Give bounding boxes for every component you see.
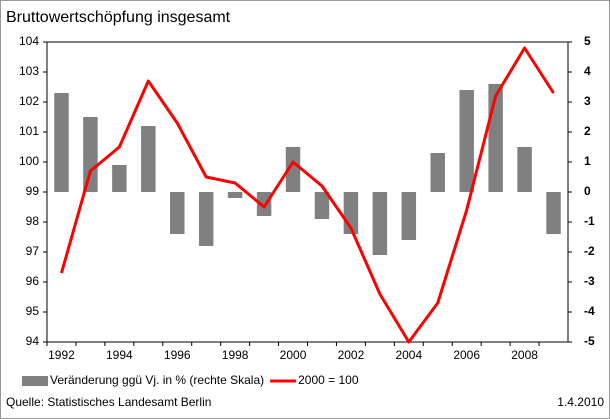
y-tick-label: 103: [19, 64, 39, 78]
y-tick-label: 98: [26, 214, 40, 228]
x-tick-label: 2004: [395, 348, 422, 362]
bar: [112, 165, 127, 192]
bar: [227, 192, 243, 198]
bar: [83, 117, 98, 192]
y2-tick-label: 1: [584, 154, 591, 168]
legend-label: 2000 = 100: [298, 373, 359, 387]
y2-tick-label: 4: [584, 64, 591, 78]
chart-title: Bruttowertschöpfung insgesamt: [6, 9, 231, 26]
bar: [546, 192, 561, 234]
x-tick-label: 1998: [222, 348, 249, 362]
bar: [285, 147, 301, 192]
x-tick-label: 2002: [338, 348, 365, 362]
bar: [170, 192, 185, 234]
bar: [54, 93, 69, 192]
y2-tick-label: 5: [584, 34, 591, 48]
bar: [314, 192, 330, 219]
bar: [517, 147, 532, 192]
x-tick-label: 1996: [164, 348, 191, 362]
y2-tick-label: 3: [584, 94, 591, 108]
y2-tick-label: 2: [584, 124, 591, 138]
legend-swatch: [22, 376, 48, 386]
y-tick-label: 99: [26, 184, 40, 198]
y-tick-label: 96: [26, 274, 40, 288]
y2-tick-label: -3: [584, 274, 595, 288]
bar: [141, 126, 156, 192]
line: [60, 46, 555, 344]
y-tick-label: 100: [19, 154, 39, 168]
legend-label: Veränderung ggü Vj. in % (rechte Skala): [50, 373, 264, 387]
y-tick-label: 97: [26, 244, 40, 258]
y2-tick-label: 0: [584, 184, 591, 198]
y-tick-label: 102: [19, 94, 39, 108]
y-tick-label: 104: [19, 34, 39, 48]
y-tick-label: 94: [26, 334, 40, 348]
y2-tick-label: -4: [584, 304, 595, 318]
bar: [459, 90, 474, 192]
bar: [372, 192, 388, 255]
x-tick-label: 1992: [48, 348, 75, 362]
x-tick-label: 2008: [511, 348, 538, 362]
bar: [198, 192, 214, 246]
bar: [401, 192, 417, 240]
bar: [430, 153, 445, 192]
x-tick-label: 2000: [280, 348, 307, 362]
x-tick-label: 2006: [453, 348, 480, 362]
date: 1.4.2010: [557, 395, 604, 409]
source: Quelle: Statistisches Landesamt Berlin: [6, 395, 211, 409]
y2-tick-label: -2: [584, 244, 595, 258]
y-tick-label: 101: [19, 124, 39, 138]
y2-tick-label: -5: [584, 334, 595, 348]
bar: [256, 192, 272, 216]
y-tick-label: 95: [26, 304, 40, 318]
x-tick-label: 1994: [106, 348, 133, 362]
y2-tick-label: -1: [584, 214, 595, 228]
